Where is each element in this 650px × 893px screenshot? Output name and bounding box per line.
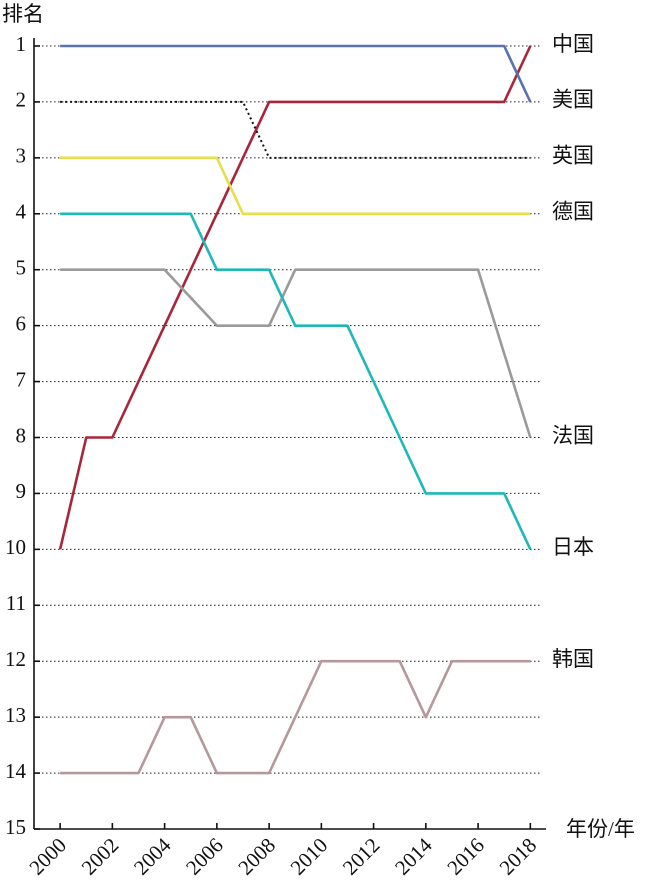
series-line <box>60 212 532 550</box>
series-label: 法国 <box>552 423 594 447</box>
x-tick-label: 2000 <box>24 833 71 880</box>
x-tick-label: 2014 <box>390 833 437 880</box>
y-tick-label: 12 <box>5 647 26 671</box>
series-label: 德国 <box>552 200 594 224</box>
x-tick-label: 2008 <box>233 833 280 880</box>
series-line <box>60 659 531 775</box>
y-tick-label: 6 <box>16 311 27 335</box>
series-line <box>58 45 532 550</box>
x-tick-label: 2016 <box>442 833 489 880</box>
y-tick-label: 11 <box>6 591 26 615</box>
y-tick-label: 9 <box>16 479 27 503</box>
series-line <box>60 156 531 216</box>
x-tick-label: 2018 <box>495 833 542 880</box>
y-tick-label: 4 <box>16 200 27 224</box>
series-label: 韩国 <box>552 647 594 671</box>
x-tick-label: 2010 <box>286 833 333 880</box>
x-tick-label: 2004 <box>129 833 176 880</box>
x-tick-label: 2002 <box>77 833 124 880</box>
series-label: 英国 <box>552 144 594 168</box>
y-tick-label: 2 <box>16 88 27 112</box>
series-label: 日本 <box>552 535 594 559</box>
y-tick-label: 7 <box>16 367 27 391</box>
y-tick-label: 13 <box>5 703 26 727</box>
y-tick-label: 14 <box>5 759 27 783</box>
y-tick-label: 15 <box>5 815 26 839</box>
series-line <box>60 100 531 159</box>
y-tick-label: 3 <box>16 144 27 168</box>
series-label: 中国 <box>552 32 594 56</box>
x-tick-label: 2006 <box>181 833 228 880</box>
x-axis-title: 年份/年 <box>566 817 635 841</box>
y-tick-label: 8 <box>16 423 27 447</box>
series-line <box>60 44 532 103</box>
y-axis-title: 排名 <box>2 2 44 26</box>
series-label: 美国 <box>552 88 594 112</box>
x-tick-label: 2012 <box>338 833 385 880</box>
y-tick-label: 1 <box>16 32 27 56</box>
series-line <box>60 268 532 438</box>
y-tick-label: 10 <box>5 535 26 559</box>
y-tick-label: 5 <box>16 256 27 280</box>
